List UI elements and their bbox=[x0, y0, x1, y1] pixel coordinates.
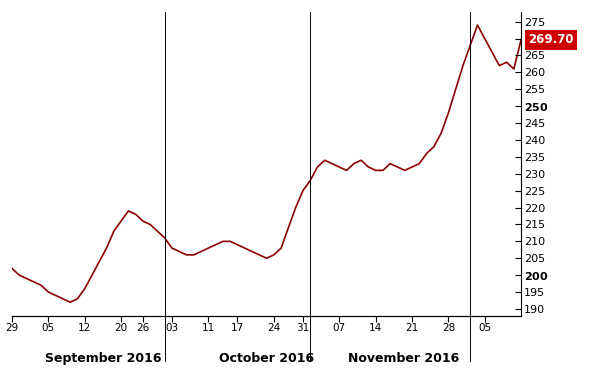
Text: October 2016: October 2016 bbox=[219, 352, 314, 365]
Text: September 2016: September 2016 bbox=[46, 352, 162, 365]
Text: 269.70: 269.70 bbox=[528, 33, 574, 46]
Text: November 2016: November 2016 bbox=[349, 352, 459, 365]
